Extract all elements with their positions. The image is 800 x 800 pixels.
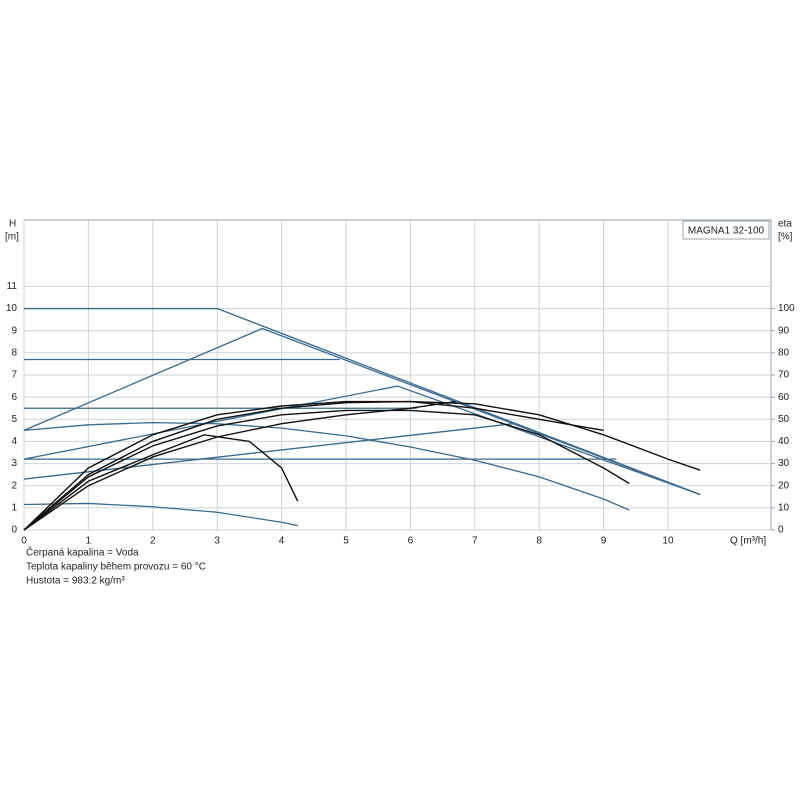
- y-unit: [m]: [5, 232, 19, 243]
- y2-tick-label: 80: [778, 347, 790, 358]
- y-tick-label: 6: [11, 392, 17, 403]
- head-curve: [23, 502, 298, 527]
- y2-tick-label: 70: [778, 370, 790, 381]
- y2-tick-label: 40: [778, 436, 790, 447]
- y-tick-label: 4: [11, 436, 17, 447]
- y-tick-label: 2: [11, 480, 17, 491]
- head-curve: [23, 385, 701, 496]
- y-label: H: [9, 219, 16, 230]
- note: Teplota kapaliny během provozu = 60 °C: [26, 562, 206, 573]
- x-tick-label: 5: [343, 536, 349, 547]
- x-tick-label: 9: [601, 536, 607, 547]
- head-curve: [23, 421, 630, 511]
- x-tick-label: 10: [662, 536, 674, 547]
- y2-tick-label: 50: [778, 414, 790, 425]
- y2-tick-label: 0: [778, 525, 784, 536]
- y2-tick-label: 60: [778, 392, 790, 403]
- y2-tick-label: 30: [778, 458, 790, 469]
- x-tick-label: 7: [472, 536, 478, 547]
- x-tick-label: 2: [150, 536, 156, 547]
- x-tick-label: 4: [279, 536, 285, 547]
- head-curve: [24, 307, 701, 496]
- note: Čerpaná kapalina = Voda: [26, 546, 139, 559]
- efficiency-curve: [23, 409, 630, 531]
- chart-title: MAGNA1 32-100: [688, 226, 765, 237]
- y-tick-label: 10: [6, 303, 18, 314]
- y-tick-label: 7: [11, 370, 17, 381]
- y-tick-label: 8: [11, 347, 17, 358]
- y2-label: eta: [778, 219, 792, 230]
- head-curve: [23, 423, 701, 496]
- y2-tick-label: 10: [778, 502, 790, 513]
- efficiency-curve: [23, 400, 456, 531]
- y-tick-label: 3: [11, 458, 17, 469]
- y2-tick-label: 100: [778, 303, 795, 314]
- efficiency-curve: [23, 400, 604, 531]
- x-tick-label: 3: [214, 536, 220, 547]
- y-tick-label: 0: [11, 525, 17, 536]
- x-tick-label: 8: [536, 536, 542, 547]
- title-box: [682, 220, 770, 240]
- x-tick-label: 6: [408, 536, 414, 547]
- x-tick-label: 0: [21, 536, 27, 547]
- y2-tick-label: 20: [778, 480, 790, 491]
- y2-tick-label: 90: [778, 325, 790, 336]
- y-tick-label: 11: [7, 281, 18, 292]
- y-tick-label: 5: [11, 414, 17, 425]
- y-tick-label: 1: [11, 502, 17, 513]
- x-tick-label: 1: [86, 536, 92, 547]
- note: Hustota = 983.2 kg/m³: [26, 576, 125, 587]
- x-label: Q [m³/h]: [730, 536, 766, 547]
- efficiency-curve: [23, 434, 299, 531]
- y2-unit: [%]: [778, 232, 793, 243]
- y-tick-label: 9: [11, 325, 17, 336]
